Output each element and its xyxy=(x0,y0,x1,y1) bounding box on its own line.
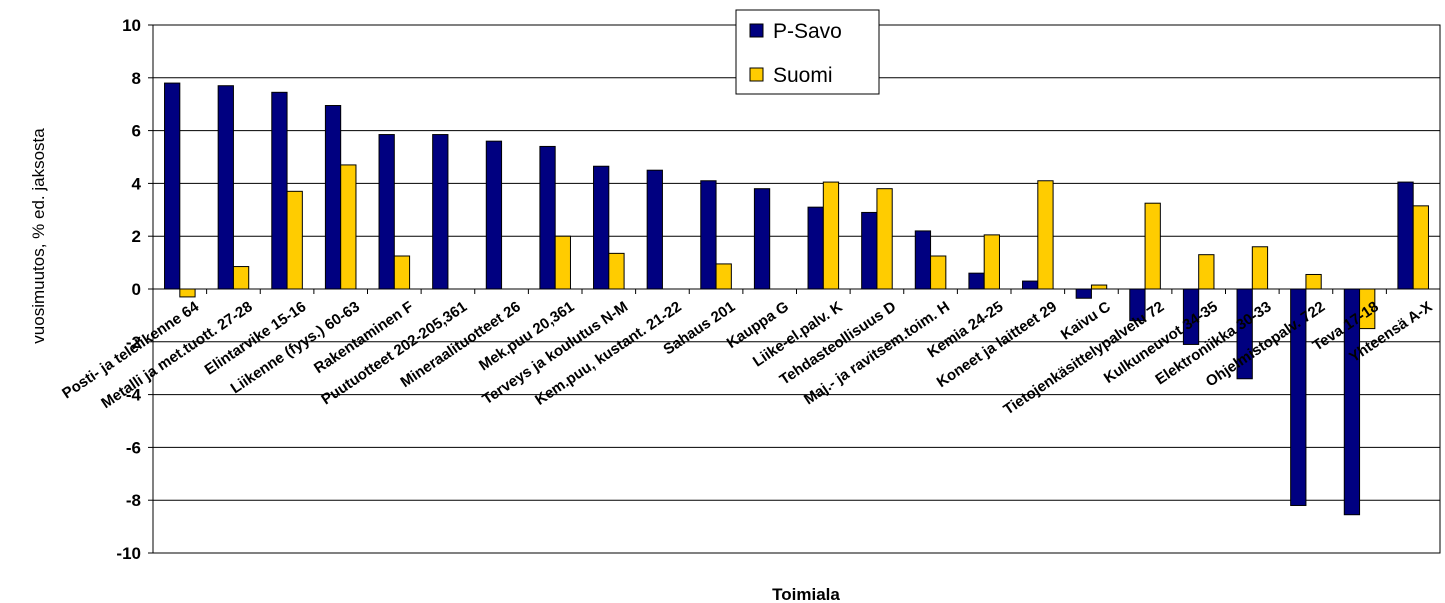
bar-suomi xyxy=(715,263,732,290)
bar-suomi xyxy=(1198,254,1215,290)
bar-suomi xyxy=(983,234,1000,290)
bar-suomi xyxy=(930,255,947,290)
y-axis-title: vuosimuutos, % ed. jaksosta xyxy=(29,128,48,344)
bar-suomi xyxy=(554,235,571,290)
bar-suomi xyxy=(1090,284,1108,290)
legend-label-suomi: Suomi xyxy=(773,64,833,87)
y-tick-label: -4 xyxy=(126,386,142,405)
y-tick-label: 4 xyxy=(132,174,142,193)
y-tick-label: 10 xyxy=(122,16,141,35)
bar-p-savo xyxy=(700,180,717,290)
y-tick-label: 6 xyxy=(132,122,141,141)
bar-suomi xyxy=(822,181,840,290)
bar-p-savo xyxy=(593,165,610,290)
legend-swatch-suomi xyxy=(749,67,764,82)
bars xyxy=(164,82,1429,516)
y-tick-label: 8 xyxy=(132,69,141,88)
y-tick-label: 0 xyxy=(132,280,141,299)
x-axis-title: Toimiala xyxy=(772,585,840,603)
bar-suomi xyxy=(393,255,411,290)
bar-p-savo xyxy=(271,91,288,290)
y-tick-label: -6 xyxy=(126,438,141,457)
bar-suomi xyxy=(608,252,625,290)
bar-p-savo xyxy=(164,82,181,290)
bar-p-savo xyxy=(1397,181,1414,290)
bar-suomi xyxy=(1251,246,1269,290)
y-tick-label: -10 xyxy=(116,544,141,563)
bar-p-savo xyxy=(914,230,932,290)
bar-suomi xyxy=(1037,180,1054,290)
bar-suomi xyxy=(340,164,357,290)
bar-suomi xyxy=(179,288,196,298)
bar-p-savo xyxy=(753,188,771,290)
y-tick-label: -8 xyxy=(126,491,141,510)
bar-p-savo xyxy=(1075,288,1092,299)
bar-suomi xyxy=(232,266,250,290)
legend-swatch-p-savo xyxy=(749,23,764,38)
bar-p-savo xyxy=(432,134,449,290)
legend: P-Savo Suomi xyxy=(735,9,880,95)
bar-p-savo xyxy=(324,105,342,290)
bar-p-savo xyxy=(539,145,556,290)
bar-p-savo xyxy=(217,85,234,290)
y-axis-ticks: 10 8 6 4 2 0 -2 -4 -6 -8 -10 xyxy=(116,16,153,563)
bar-p-savo xyxy=(485,140,503,290)
bar-suomi xyxy=(1412,205,1429,290)
bar-p-savo xyxy=(1022,280,1039,290)
y-tick-label: -2 xyxy=(126,333,141,352)
bar-p-savo xyxy=(646,169,663,290)
y-tick-label: 2 xyxy=(132,227,141,246)
bar-p-savo xyxy=(807,206,824,290)
bar-p-savo xyxy=(378,134,395,290)
legend-label-p-savo: P-Savo xyxy=(773,20,842,43)
bar-p-savo xyxy=(968,272,985,290)
bar-p-savo xyxy=(861,211,878,290)
bar-suomi xyxy=(286,190,303,290)
bar-suomi xyxy=(876,188,893,290)
bar-suomi xyxy=(1144,202,1161,290)
bar-suomi xyxy=(1305,273,1322,290)
